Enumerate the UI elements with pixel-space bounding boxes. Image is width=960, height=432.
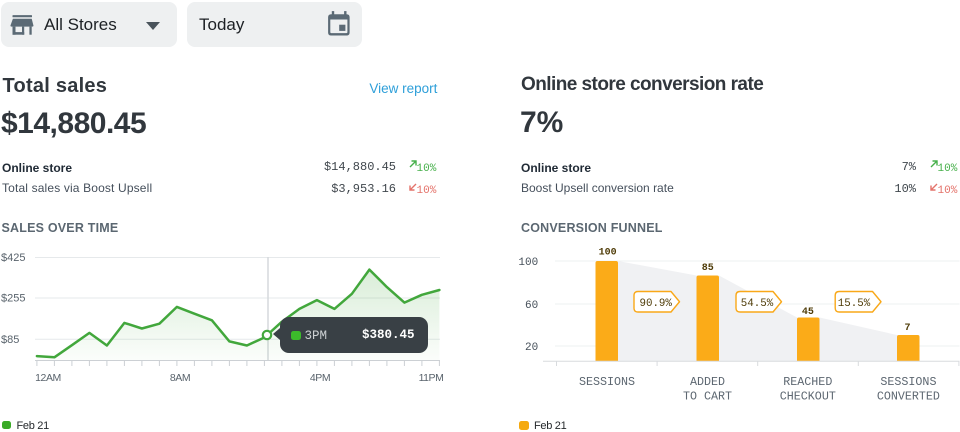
svg-text:100: 100 (518, 257, 538, 269)
svg-text:REACHED: REACHED (783, 375, 832, 389)
svg-text:TO CART: TO CART (683, 390, 732, 404)
svg-text:$85: $85 (1, 334, 19, 346)
svg-text:54.5%: 54.5% (741, 298, 774, 310)
svg-text:100: 100 (599, 248, 617, 259)
svg-text:8AM: 8AM (170, 372, 190, 384)
svg-text:15.5%: 15.5% (838, 298, 871, 310)
svg-text:60: 60 (525, 300, 538, 312)
svg-text:7: 7 (904, 323, 910, 334)
svg-text:CONVERTED: CONVERTED (877, 390, 940, 404)
svg-text:$255: $255 (1, 293, 25, 305)
svg-text:CHECKOUT: CHECKOUT (780, 390, 836, 404)
svg-text:SESSIONS: SESSIONS (579, 375, 635, 389)
svg-text:20: 20 (525, 342, 538, 354)
svg-text:45: 45 (802, 307, 814, 318)
svg-text:12AM: 12AM (35, 372, 61, 384)
svg-text:11PM: 11PM (419, 372, 444, 384)
svg-text:$425: $425 (1, 252, 25, 264)
svg-text:85: 85 (702, 263, 714, 274)
svg-text:ADDED: ADDED (690, 375, 725, 389)
svg-text:4PM: 4PM (310, 372, 330, 384)
svg-text:SESSIONS: SESSIONS (880, 375, 936, 389)
svg-text:90.9%: 90.9% (639, 298, 672, 310)
